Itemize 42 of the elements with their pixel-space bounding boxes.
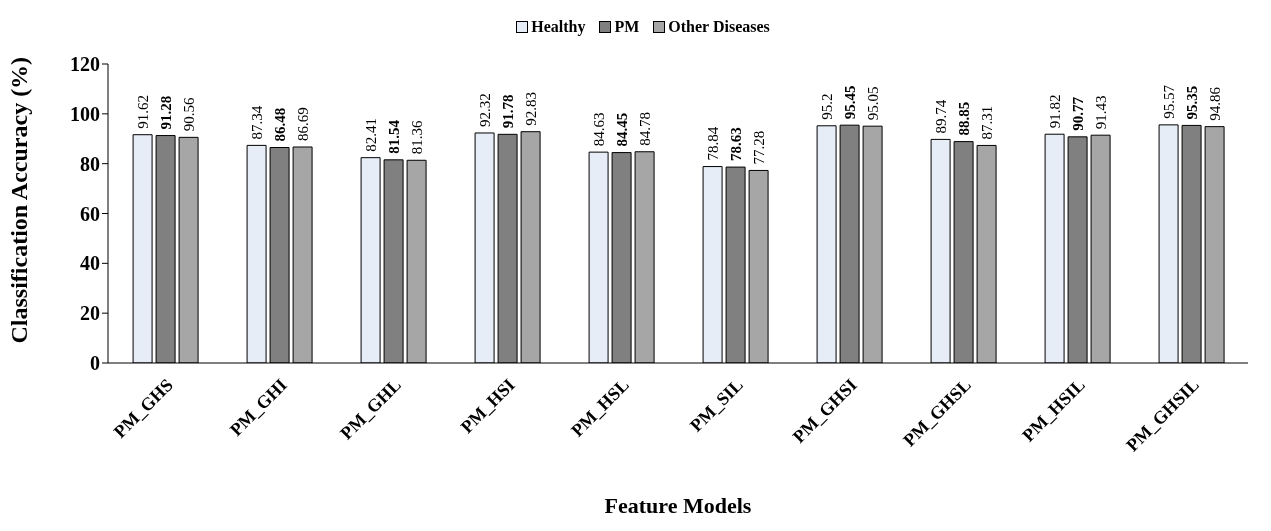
legend-label: PM [613, 18, 640, 36]
data-label: 95.45 [841, 85, 858, 120]
data-label: 89.74 [932, 99, 949, 134]
data-label: 78.63 [727, 127, 744, 162]
data-label: 90.56 [180, 97, 197, 132]
legend-label: Healthy [530, 18, 586, 36]
data-label: 81.36 [408, 120, 425, 155]
data-label: 95.35 [1183, 85, 1200, 120]
data-label: 95.57 [1160, 84, 1177, 119]
data-label: 84.78 [636, 112, 653, 146]
y-tick-label: 80 [80, 152, 100, 175]
data-label: 87.34 [248, 105, 265, 140]
y-tick-label: 20 [80, 302, 100, 325]
data-label: 86.48 [271, 107, 288, 142]
data-label: 82.41 [362, 117, 379, 152]
data-label: 92.83 [522, 91, 539, 126]
data-label: 91.82 [1046, 94, 1063, 129]
data-label: 95.05 [864, 86, 881, 121]
y-tick-label: 40 [80, 252, 100, 275]
y-tick-label: 120 [70, 53, 100, 76]
data-label: 94.86 [1206, 86, 1223, 121]
data-label: 91.43 [1092, 95, 1109, 130]
data-label: 78.84 [704, 126, 721, 161]
data-label: 81.54 [385, 119, 402, 154]
data-label: 84.63 [590, 112, 607, 147]
data-label: 84.45 [613, 112, 630, 147]
data-label: 91.28 [157, 95, 174, 130]
data-label: 95.2 [818, 93, 835, 120]
y-tick-label: 0 [90, 352, 100, 375]
data-label: 77.28 [750, 130, 767, 165]
data-label: 92.32 [476, 93, 493, 127]
data-label: 88.85 [955, 101, 972, 136]
data-label: 90.77 [1069, 96, 1086, 131]
data-label: 91.78 [499, 94, 516, 129]
data-label: 91.62 [134, 94, 151, 129]
y-tick-label: 60 [80, 202, 100, 225]
legend-label: Other Diseases [667, 18, 770, 36]
y-axis-title: Classification Accuracy (%) [5, 56, 32, 344]
data-label: 86.69 [294, 107, 311, 141]
data-label: 87.31 [978, 105, 995, 140]
x-axis-title: Feature Models [604, 493, 752, 518]
y-tick-label: 100 [70, 102, 100, 125]
